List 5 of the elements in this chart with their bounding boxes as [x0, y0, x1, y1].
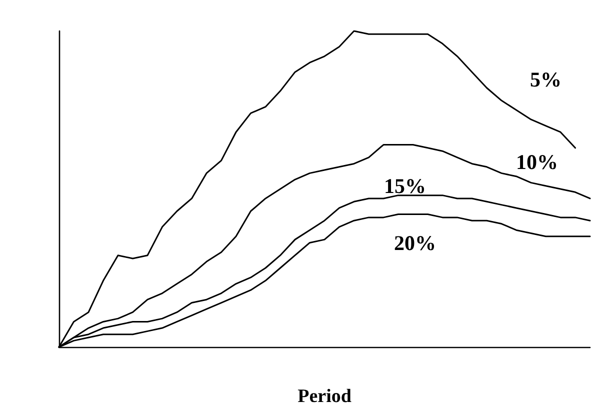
series-label: 10% [516, 150, 558, 174]
series-label: 20% [394, 230, 436, 255]
x-axis-title: Period [298, 386, 352, 407]
series-label: 5% [530, 67, 562, 92]
series-label: 15% [384, 174, 426, 198]
